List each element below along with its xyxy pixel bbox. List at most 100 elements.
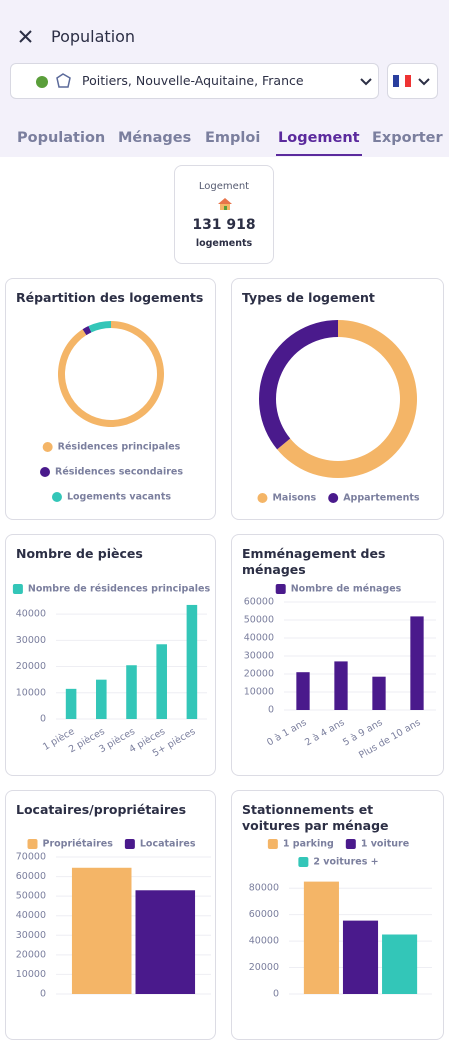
bar [135, 890, 196, 994]
doughnut-segment [82, 326, 92, 336]
legend-label: Résidences principales [58, 442, 181, 453]
bar [186, 604, 198, 719]
legend-item: 1 voiture [345, 839, 409, 850]
y-tick-label: 30000 [16, 635, 46, 646]
bar [71, 867, 132, 994]
legend-item: Nombre de résidences principales [12, 584, 211, 595]
chart-title: Types de logement [242, 290, 375, 305]
chart-card: Nombre de pièces 0 10000 20000 30000 40000 1 p… [5, 534, 216, 776]
legend-label: Locataires [140, 839, 196, 850]
legend-label: Nombre de ménages [291, 584, 402, 595]
legend-item: Nombre de ménages [275, 584, 402, 595]
tab[interactable]: Ménages [118, 130, 192, 146]
kpi-value: 131 918 [192, 217, 256, 233]
y-tick-label: 20000 [249, 962, 279, 973]
chart-title: Répartition des logements [16, 290, 204, 305]
y-tick-label: 50000 [16, 891, 46, 902]
legend-marker [51, 492, 62, 502]
y-tick-label: 50000 [244, 615, 274, 626]
close-icon[interactable] [16, 27, 36, 47]
header: Population Poitiers, Nouvelle-Aquitaine,… [0, 0, 449, 157]
doughnut-segment [259, 320, 338, 450]
tab[interactable]: Emploi [205, 130, 261, 146]
y-tick-label: 0 [40, 714, 46, 725]
bar [126, 665, 137, 719]
y-tick-label: 40000 [244, 633, 274, 644]
y-tick-label: 20000 [16, 949, 46, 960]
legend-item: 2 voitures + [298, 857, 379, 868]
y-tick-label: 0 [273, 989, 279, 1000]
bar [156, 644, 167, 719]
y-tick-label: 80000 [249, 883, 279, 894]
kpi-card: Logement 131 918 logements [174, 165, 274, 264]
legend-marker [298, 857, 309, 867]
legend-label: 1 parking [283, 839, 334, 850]
bar [96, 679, 107, 719]
tab-underline [276, 154, 362, 156]
y-tick-label: 60000 [16, 871, 46, 882]
legend-marker [267, 839, 278, 849]
y-tick-label: 60000 [244, 597, 274, 608]
y-tick-label: 10000 [16, 687, 46, 698]
chart-title: Nombre de pièces [16, 546, 143, 561]
chevron [360, 78, 372, 86]
legend-item: Appartements [328, 493, 420, 504]
house-icon [218, 198, 232, 210]
y-tick-label: 0 [40, 989, 46, 1000]
chart-title: Stationnements et voitures par ménage [242, 802, 389, 833]
legend-label: Maisons [272, 493, 316, 504]
legend-marker [257, 493, 268, 503]
tab[interactable]: Logement [278, 130, 360, 146]
y-tick-label: 30000 [16, 930, 46, 941]
chart-card: Types de logement Maisons Appartements [231, 278, 444, 520]
doughnut-segment [277, 320, 417, 478]
y-tick-label: 30000 [244, 651, 274, 662]
y-tick-label: 0 [268, 705, 274, 716]
tab[interactable]: Exporter [372, 130, 443, 146]
legend-label: 1 voiture [361, 839, 409, 850]
location-select[interactable]: Poitiers, Nouvelle-Aquitaine, France [10, 63, 379, 99]
chart: 0 10000 20000 30000 40000 50000 60000 70000 Prop… [16, 839, 211, 1000]
x-tick-label: 0 à 1 ans [265, 717, 308, 748]
flag-icon [393, 75, 430, 87]
legend-item: Logements vacants [51, 492, 171, 503]
legend-item: 1 parking [267, 839, 334, 850]
language-select[interactable] [387, 63, 438, 99]
header-title: Population [51, 27, 136, 46]
legend-marker [27, 839, 38, 849]
legend-label: Nombre de résidences principales [28, 584, 211, 595]
chart: 0 20000 40000 60000 80000 1 parking 1 voiture 2… [249, 839, 432, 1000]
bar [65, 688, 77, 719]
y-tick-label: 10000 [244, 687, 274, 698]
bar [410, 616, 424, 710]
y-tick-label: 10000 [16, 969, 46, 980]
legend-marker [40, 467, 51, 477]
chart-card: Stationnements et voitures par ménage 0 20… [231, 790, 444, 1040]
chart: Maisons Appartements [257, 320, 420, 504]
bar [342, 920, 379, 994]
chart-card: Répartition des logements Résidences prin… [5, 278, 216, 520]
legend-marker [328, 493, 339, 503]
y-tick-label: 20000 [244, 669, 274, 680]
legend-marker [42, 442, 53, 452]
legend-item: Locataires [124, 839, 196, 850]
legend-label: Propriétaires [43, 839, 114, 850]
tab[interactable]: Population [17, 130, 106, 146]
legend-marker [345, 839, 356, 849]
chart-title: Locataires/propriétaires [16, 802, 187, 817]
bar [372, 676, 386, 710]
chart-card: Locataires/propriétaires 0 10000 20000 30000… [5, 790, 216, 1040]
location-icons [36, 73, 71, 88]
bar [334, 661, 348, 710]
doughnut-segment [88, 321, 111, 333]
chart: 0 10000 20000 30000 40000 50000 60000 0 à 1 ans… [244, 584, 436, 761]
kpi-unit: logements [195, 238, 253, 249]
y-tick-label: 40000 [16, 910, 46, 921]
legend-label: 2 voitures + [313, 857, 378, 868]
chart: Résidences principales Résidences seconda… [40, 321, 183, 503]
y-tick-label: 40000 [16, 609, 46, 620]
chart-card: Emménagement des ménages 0 10000 20000 30000… [231, 534, 444, 776]
y-tick-label: 40000 [249, 936, 279, 947]
legend-item: Propriétaires [27, 839, 114, 850]
